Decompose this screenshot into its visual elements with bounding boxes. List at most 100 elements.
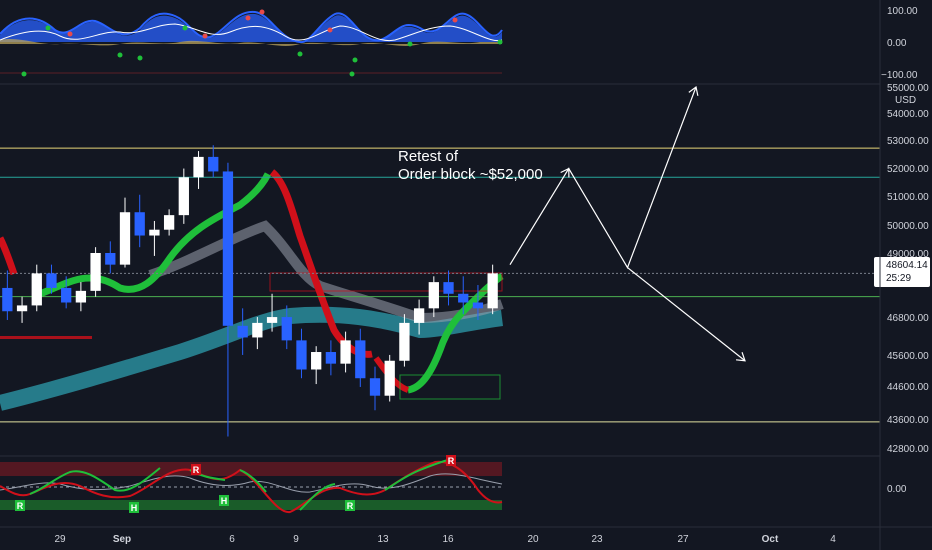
red-ribbon-2: [269, 169, 373, 358]
time-axis-tick: 13: [377, 534, 389, 545]
candle-body: [2, 287, 13, 312]
oscillator-dot: [352, 57, 358, 63]
time-axis-tick: 23: [591, 534, 603, 545]
candle-body: [369, 378, 381, 396]
price-axis-tick: 49000.00: [887, 249, 929, 260]
arrowhead: [688, 85, 699, 96]
candle-body: [252, 322, 263, 338]
price-axis-tick: 51000.00: [887, 192, 929, 203]
signal-marker-label: R: [347, 501, 354, 511]
signal-marker-box: [219, 495, 229, 506]
signal-marker-box: [15, 500, 25, 511]
currency-label: USD: [895, 95, 916, 106]
price-axis-tick: 52000.00: [887, 164, 929, 175]
candle-body: [119, 212, 131, 265]
top-oscillator-panel: [0, 9, 503, 77]
bottom-axis-tick: 0.00: [887, 484, 907, 495]
candle-body: [237, 325, 248, 338]
oscillator-dot: [202, 33, 208, 39]
time-axis-tick: 4: [830, 534, 836, 545]
time-axis-tick: 6: [229, 534, 235, 545]
signal-marker-label: R: [448, 456, 455, 466]
bottom-oscillator-panel: R H H R R R 0.00: [0, 455, 907, 513]
candle-body: [46, 273, 57, 288]
time-axis-tick: 9: [293, 534, 299, 545]
top-oscillator-fill-yellow: [0, 39, 502, 46]
oscillator-dot: [349, 71, 355, 77]
top-axis-tick: −100.00: [881, 70, 918, 81]
price-axis-tick: 43600.00: [887, 415, 929, 426]
candle-body: [75, 290, 87, 303]
price-axis: USD 55000.00 54000.00 53000.00 52000.00 5100…: [887, 83, 929, 455]
candle-body: [355, 340, 366, 379]
top-axis-tick: 0.00: [887, 38, 907, 49]
last-price-tag: 48604.14 25:29: [874, 257, 930, 287]
price-axis-tick: 45600.00: [887, 351, 929, 362]
time-axis-tick: 16: [442, 534, 454, 545]
bottom-oscillator-green: [29, 459, 449, 511]
bottom-oscillator-red: [0, 460, 503, 513]
candle-body: [384, 360, 395, 396]
annotation-line-1: Retest of: [398, 148, 459, 165]
oscillator-dot: [137, 55, 143, 61]
candle-body: [163, 215, 175, 230]
price-axis-tick: 44600.00: [887, 382, 929, 393]
bottom-red-zone: [0, 462, 502, 476]
bottom-signal-markers: R H H R R R: [15, 455, 456, 513]
oscillator-dot: [245, 15, 251, 21]
candle-body: [458, 293, 469, 303]
projection-path-down: [627, 267, 746, 362]
oscillator-dot: [452, 17, 458, 23]
candle-body: [16, 305, 28, 312]
candle-body: [413, 308, 425, 323]
order-block-green: [399, 374, 501, 400]
last-price-value: 48604.14: [886, 260, 928, 271]
signal-marker-box: [446, 455, 456, 466]
top-axis-tick: 100.00: [887, 6, 918, 17]
candle-body: [134, 212, 145, 236]
candle-body: [208, 156, 219, 172]
price-axis-tick: 42800.00: [887, 444, 929, 455]
signal-marker-box: [191, 464, 201, 475]
candle-body: [399, 322, 410, 361]
top-oscillator-axis: 100.00 0.00 −100.00: [881, 6, 918, 81]
time-axis-tick: 20: [527, 534, 539, 545]
signal-marker-label: R: [193, 465, 200, 475]
oscillator-dot: [327, 27, 333, 33]
candle-body: [296, 340, 307, 370]
arrowhead: [735, 352, 746, 362]
projection-arrowheads: [560, 85, 746, 362]
candle-body: [281, 317, 292, 341]
time-axis-tick: 27: [677, 534, 689, 545]
projection-path: [509, 86, 697, 269]
candle-body: [443, 282, 454, 294]
oscillator-dot: [182, 25, 188, 31]
bottom-oscillator-grey: [0, 473, 503, 493]
signal-marker-label: H: [221, 496, 228, 506]
countdown-timer: 25:29: [886, 273, 911, 284]
teal-moving-average-band: [0, 306, 503, 411]
bottom-green-zone: [0, 500, 502, 510]
oscillator-dot: [117, 52, 123, 58]
signal-marker-label: R: [17, 501, 24, 511]
red-ribbon-left: [0, 236, 18, 276]
candle-body: [222, 171, 234, 326]
candle-body: [105, 253, 116, 265]
signal-marker-box: [345, 500, 355, 511]
candle-body: [178, 177, 189, 216]
price-axis-tick: 55000.00: [887, 83, 929, 94]
candle-body: [193, 156, 204, 178]
arrowhead: [560, 167, 570, 178]
candle-body: [325, 352, 337, 364]
signal-marker-box: [129, 502, 139, 513]
horizontal-levels: [0, 147, 880, 423]
last-price-tag-bg: [874, 257, 930, 287]
signal-marker-label: H: [131, 503, 138, 513]
top-oscillator-signal: [0, 23, 503, 42]
candle-body: [31, 273, 42, 306]
candlesticks: [2, 145, 498, 437]
top-oscillator-dots: [21, 9, 503, 77]
price-axis-tick: 46800.00: [887, 313, 929, 324]
candle-body: [340, 340, 351, 364]
